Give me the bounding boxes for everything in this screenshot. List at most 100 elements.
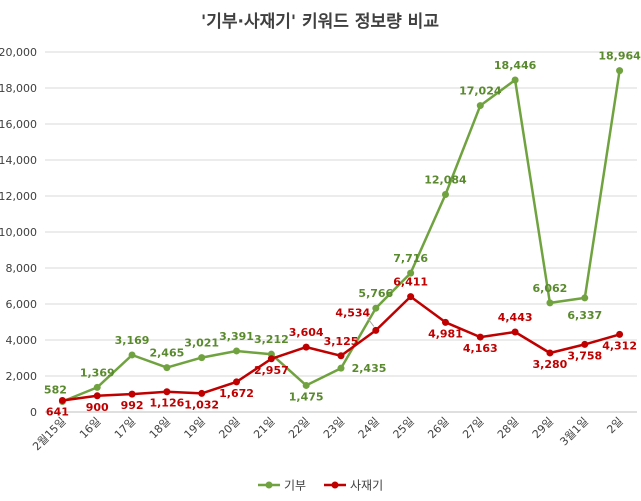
data-label: 1,475 <box>289 390 324 403</box>
data-point <box>616 330 624 338</box>
data-point <box>546 349 554 357</box>
data-point <box>233 347 241 355</box>
data-point <box>407 293 415 301</box>
data-point <box>476 102 484 110</box>
y-tick-label: 16,000 <box>0 118 37 131</box>
data-label: 1,672 <box>219 387 254 400</box>
data-label: 6,411 <box>393 276 428 289</box>
data-label: 3,391 <box>219 330 254 343</box>
y-tick-label: 14,000 <box>0 154 37 167</box>
data-label: 3,758 <box>567 349 602 362</box>
y-tick-label: 18,000 <box>0 82 37 95</box>
x-tick-label: 2일 <box>604 414 626 436</box>
data-point <box>441 190 449 198</box>
data-label: 2,465 <box>149 347 184 360</box>
x-tick-label: 18일 <box>146 414 173 441</box>
y-tick-label: 0 <box>30 406 37 419</box>
legend-label: 사재기 <box>350 479 383 493</box>
x-tick-label: 28일 <box>494 414 521 441</box>
data-point <box>581 294 589 302</box>
data-label: 3,169 <box>115 334 150 347</box>
x-tick-label: 23일 <box>320 414 347 441</box>
grid-lines <box>45 51 637 377</box>
legend-marker <box>265 481 273 489</box>
data-point <box>163 364 171 372</box>
data-label: 5,766 <box>358 287 393 300</box>
x-tick-label: 20일 <box>216 414 243 441</box>
data-point <box>93 383 101 391</box>
data-label: 1,032 <box>184 398 219 411</box>
data-point <box>616 67 624 75</box>
data-point <box>93 392 101 400</box>
x-tick-label: 2월15일 <box>29 414 68 453</box>
data-point <box>441 318 449 326</box>
data-point <box>302 381 310 389</box>
x-tick-label: 21일 <box>251 414 278 441</box>
data-point <box>128 390 136 398</box>
y-tick-label: 8,000 <box>6 262 38 275</box>
x-tick-label: 3월1일 <box>557 414 591 448</box>
data-label: 2,957 <box>254 364 289 377</box>
y-tick-label: 2,000 <box>6 370 38 383</box>
data-point <box>546 299 554 307</box>
data-label: 17,024 <box>459 85 502 98</box>
data-point <box>58 396 66 404</box>
legend-label: 기부 <box>284 479 306 493</box>
data-label: 18,446 <box>494 59 537 72</box>
data-label: 1,369 <box>80 366 115 379</box>
data-label: 582 <box>44 384 67 397</box>
legend: 기부 사재기 <box>258 479 383 493</box>
x-tick-label: 24일 <box>355 414 382 441</box>
y-tick-label: 10,000 <box>0 226 37 239</box>
data-point <box>302 343 310 351</box>
label-leader-line <box>367 318 375 327</box>
data-label: 6,337 <box>567 309 602 322</box>
data-label: 900 <box>86 401 109 414</box>
data-label: 18,964 <box>598 50 641 63</box>
data-label: 4,312 <box>602 339 637 352</box>
data-label: 3,280 <box>533 358 568 371</box>
data-point <box>476 333 484 341</box>
data-label: 641 <box>46 405 69 418</box>
data-label: 3,212 <box>254 333 289 346</box>
data-point <box>198 354 206 362</box>
x-tick-label: 26일 <box>425 414 452 441</box>
data-point <box>511 76 519 84</box>
y-tick-label: 6,000 <box>6 298 38 311</box>
x-tick-label: 25일 <box>390 414 417 441</box>
x-tick-label: 22일 <box>285 414 312 441</box>
data-point <box>163 388 171 396</box>
chart-title: '기부·사재기' 키워드 정보량 비교 <box>201 12 439 32</box>
data-label: 7,716 <box>393 252 428 265</box>
data-point <box>511 328 519 336</box>
data-point <box>337 352 345 360</box>
data-label: 4,443 <box>498 311 533 324</box>
data-point <box>581 340 589 348</box>
data-label: 6,062 <box>533 282 568 295</box>
series-lines <box>58 67 624 406</box>
data-point <box>233 378 241 386</box>
data-label: 2,435 <box>352 362 387 375</box>
data-point <box>372 304 380 312</box>
data-point <box>407 269 415 277</box>
data-label: 1,126 <box>149 397 184 410</box>
data-point <box>198 389 206 397</box>
data-label: 4,534 <box>335 306 370 319</box>
x-tick-label: 29일 <box>529 414 556 441</box>
data-label: 3,125 <box>324 335 359 348</box>
data-label: 992 <box>121 399 144 412</box>
x-tick-label: 19일 <box>181 414 208 441</box>
data-point <box>128 351 136 359</box>
data-label: 4,981 <box>428 327 463 340</box>
x-tick-label: 16일 <box>76 414 103 441</box>
data-label: 12,084 <box>424 173 467 186</box>
y-tick-label: 4,000 <box>6 334 38 347</box>
legend-marker <box>331 481 339 489</box>
data-label: 3,021 <box>184 337 219 350</box>
data-point <box>267 355 275 363</box>
data-point <box>372 326 380 334</box>
y-tick-label: 12,000 <box>0 190 37 203</box>
